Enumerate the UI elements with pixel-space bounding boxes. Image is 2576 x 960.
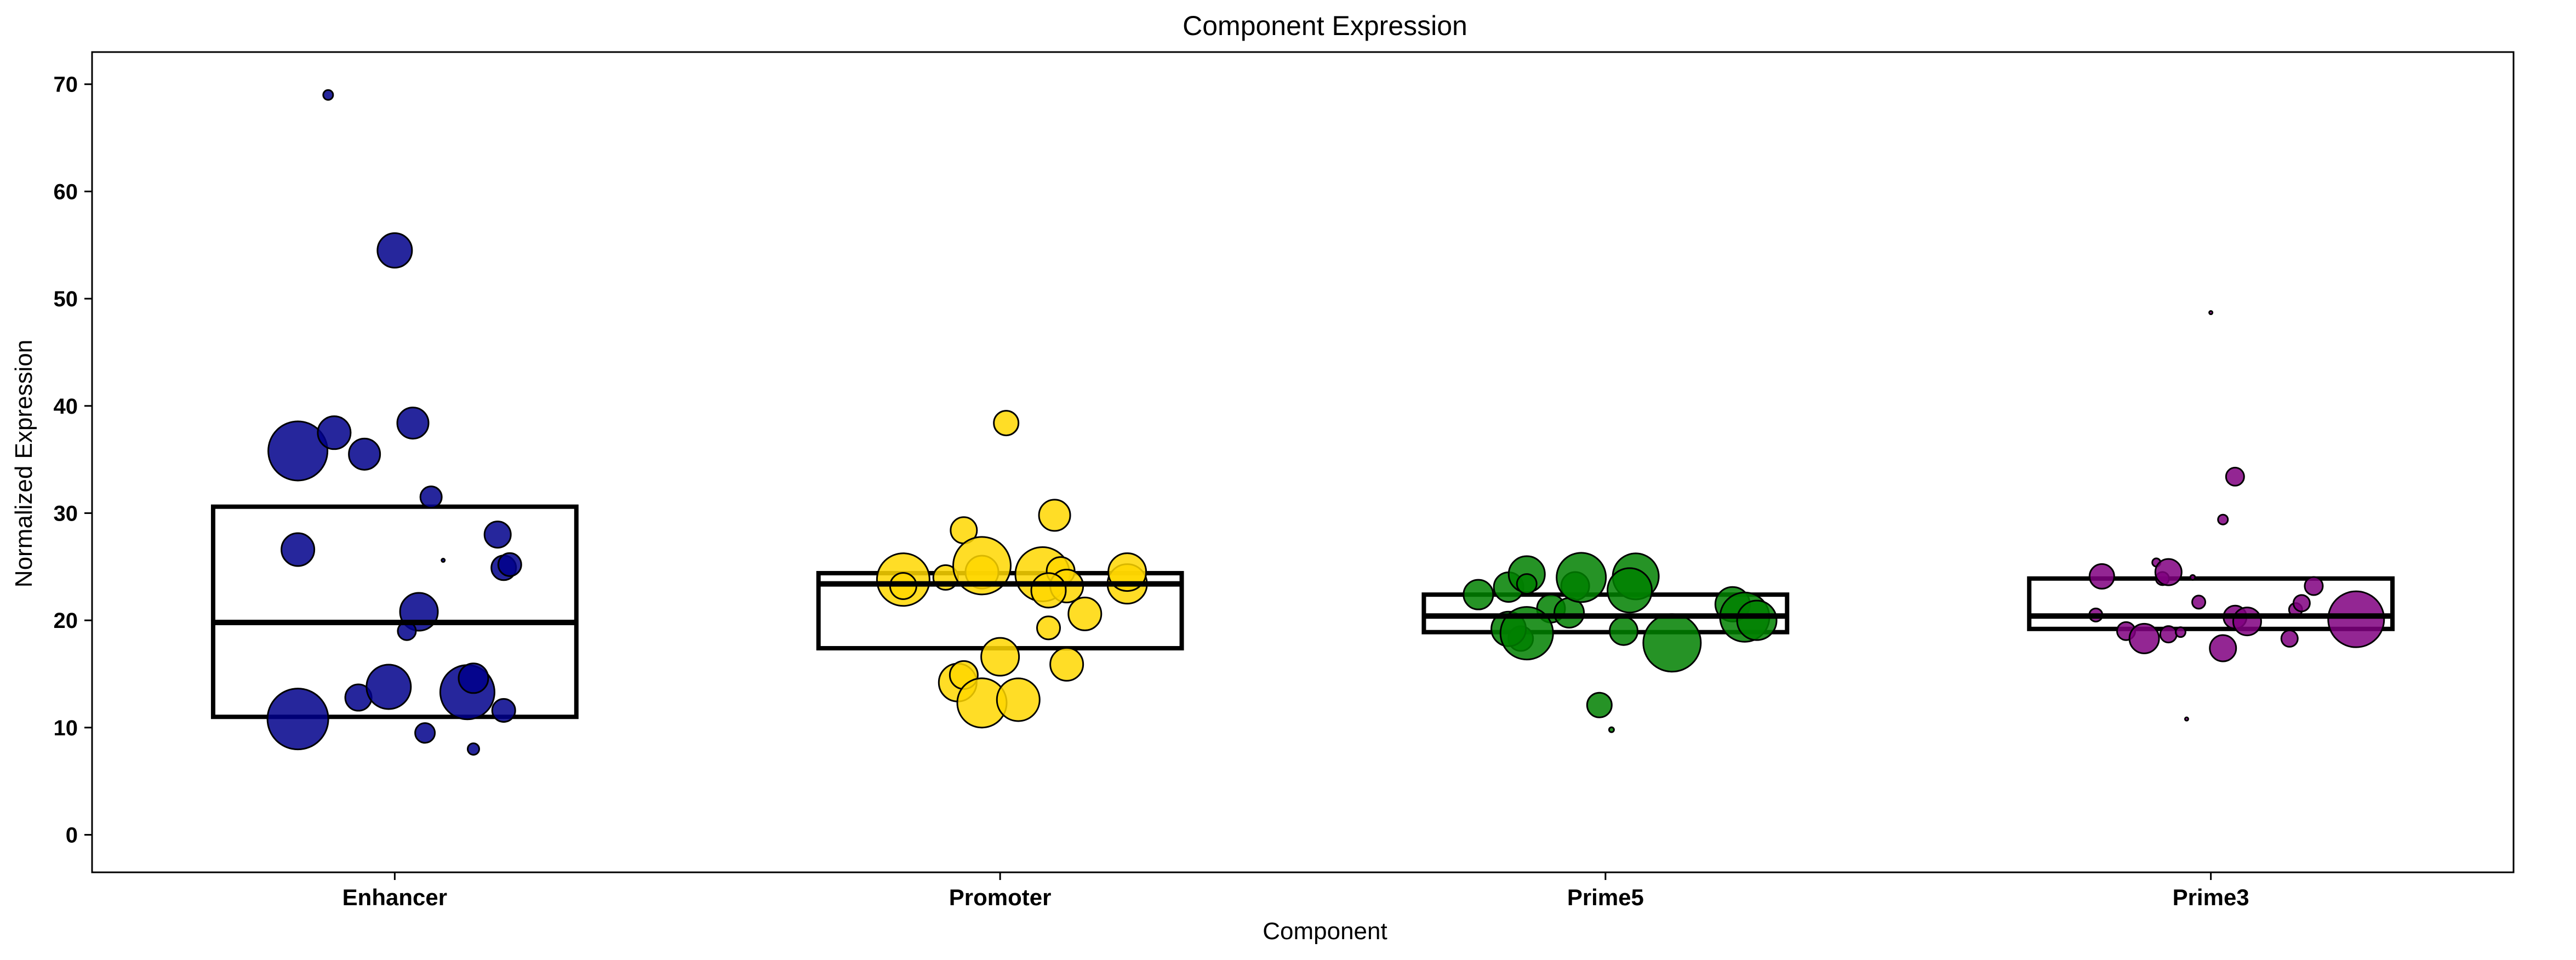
point-prime5-10 [1556, 552, 1607, 603]
point-promoter-13 [1036, 615, 1061, 641]
y-tick-label-70: 70 [54, 73, 78, 97]
y-axis: 0 10 20 30 40 50 60 70 [54, 73, 92, 848]
point-enhancer-6 [419, 485, 443, 509]
point-prime3-18 [2280, 629, 2299, 648]
point-enhancer-8 [441, 558, 446, 563]
x-tick-label-enhancer: Enhancer [342, 884, 447, 910]
point-enhancer-3 [317, 415, 352, 450]
chart-title: Component Expression [1183, 10, 1467, 41]
plot-frame [91, 51, 2515, 873]
point-prime3-17 [2209, 634, 2237, 662]
point-enhancer-9 [483, 521, 512, 549]
point-prime3-12 [2128, 622, 2160, 654]
point-enhancer-11 [497, 552, 522, 577]
point-enhancer-16 [365, 664, 412, 710]
point-prime3-8 [2304, 576, 2324, 596]
point-promoter-0 [993, 410, 1020, 437]
y-tick-label-20: 20 [54, 609, 78, 633]
point-promoter-1 [1038, 499, 1071, 532]
point-prime5-0 [1463, 579, 1494, 610]
point-promoter-7 [952, 536, 1012, 596]
box-prime3 [2027, 576, 2395, 631]
point-enhancer-2 [267, 420, 329, 482]
point-prime3-7 [2189, 574, 2196, 581]
point-prime5-13 [1609, 616, 1639, 646]
x-axis-title: Component [1263, 918, 1387, 945]
point-prime3-22 [2184, 716, 2189, 722]
point-enhancer-4 [348, 437, 381, 471]
point-prime3-21 [2327, 590, 2385, 648]
point-enhancer-21 [466, 742, 480, 756]
x-tick-label-promoter: Promoter [949, 884, 1052, 910]
point-prime3-2 [2217, 513, 2229, 525]
point-prime5-19 [1608, 726, 1615, 733]
point-promoter-11 [1030, 572, 1067, 609]
point-prime5-3 [1516, 573, 1538, 595]
point-prime3-14 [2174, 626, 2186, 638]
point-enhancer-0 [322, 89, 334, 101]
y-axis-title: Normalized Expression [10, 340, 37, 587]
point-enhancer-14 [266, 688, 329, 751]
point-promoter-21 [996, 677, 1041, 722]
point-prime3-16 [2232, 607, 2262, 637]
point-prime5-12 [1607, 567, 1653, 614]
x-tick-label-prime3: Prime3 [2173, 884, 2249, 910]
point-enhancer-20 [414, 722, 436, 744]
y-tick-label-30: 30 [54, 501, 78, 525]
y-tick-label-10: 10 [54, 716, 78, 740]
point-enhancer-18 [458, 662, 489, 694]
point-enhancer-5 [396, 407, 430, 440]
box-enhancer [210, 504, 579, 719]
point-prime5-14 [1642, 613, 1702, 673]
y-tick-label-40: 40 [54, 395, 78, 419]
y-tick-label-0: 0 [66, 824, 78, 848]
x-axis: Enhancer Promoter Prime5 Prime3 [342, 872, 2249, 910]
point-enhancer-1 [376, 232, 413, 269]
point-prime3-20 [2292, 594, 2311, 613]
point-prime3-3 [2088, 563, 2115, 590]
point-prime3-9 [2191, 595, 2207, 610]
y-tick-label-60: 60 [54, 180, 78, 204]
point-prime5-17 [1736, 599, 1778, 641]
point-prime3-1 [2225, 466, 2245, 487]
point-promoter-17 [1049, 647, 1084, 682]
x-tick-label-prime5: Prime5 [1567, 884, 1644, 910]
point-promoter-16 [980, 637, 1020, 677]
plot-area [210, 89, 2395, 756]
point-prime3-6 [2154, 558, 2183, 586]
point-prime3-13 [2159, 625, 2178, 644]
y-tick-label-50: 50 [54, 287, 78, 311]
point-prime5-9 [1499, 606, 1554, 661]
point-enhancer-19 [491, 698, 516, 723]
point-prime5-18 [1586, 692, 1613, 718]
point-promoter-12 [1067, 596, 1103, 631]
point-enhancer-7 [281, 532, 316, 567]
point-prime3-0 [2208, 310, 2214, 316]
